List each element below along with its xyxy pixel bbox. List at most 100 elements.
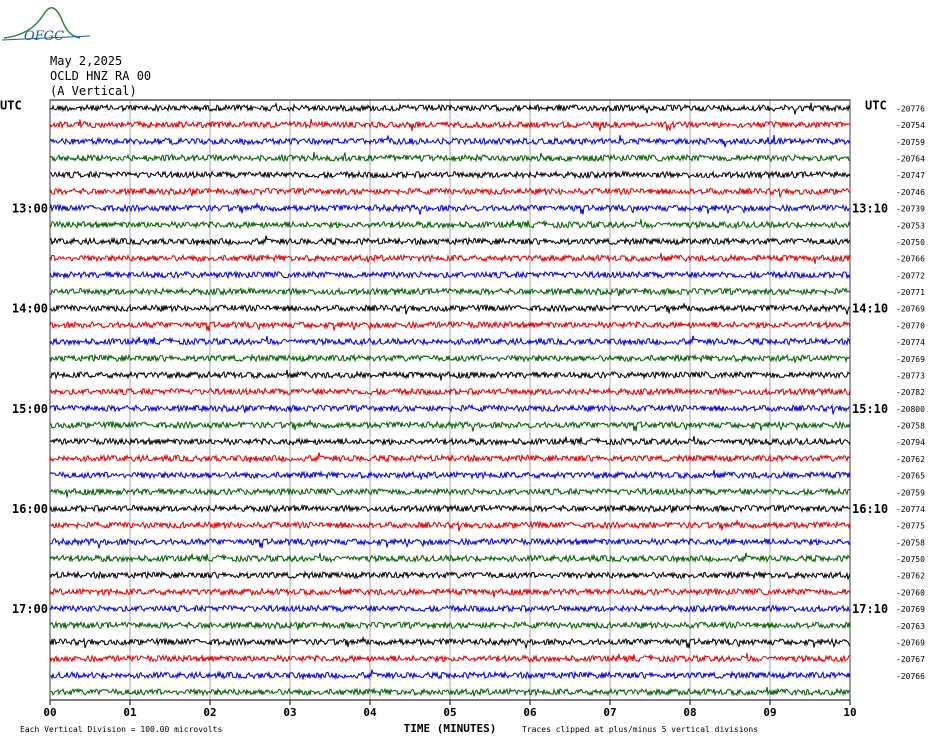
- row-offset-label: -20782: [896, 388, 925, 397]
- left-time-label: 16:00: [12, 502, 48, 516]
- trace: [49, 118, 851, 132]
- x-tick-label: 05: [443, 706, 456, 719]
- trace: [49, 570, 851, 581]
- row-offset-label: -20739: [896, 205, 925, 214]
- right-time-label: 13:10: [852, 202, 888, 216]
- row-offset-label: -20766: [896, 672, 925, 681]
- trace: [49, 586, 851, 598]
- right-time-label: 14:10: [852, 302, 888, 316]
- trace: [49, 537, 851, 549]
- right-time-label: 17:10: [852, 602, 888, 616]
- row-offset-label: -20769: [896, 355, 925, 364]
- trace: [49, 169, 851, 180]
- trace: [49, 302, 851, 315]
- row-offset-label: -20773: [896, 371, 925, 380]
- trace: [49, 186, 851, 198]
- row-offset-label: -20754: [896, 121, 925, 130]
- left-time-label: 13:00: [12, 202, 48, 216]
- row-offset-label: -20800: [896, 405, 925, 414]
- trace: [49, 219, 851, 230]
- row-offset-label: -20776: [896, 105, 925, 114]
- trace: [49, 353, 851, 364]
- trace: [49, 503, 851, 514]
- trace: [49, 635, 851, 649]
- trace: [49, 603, 851, 614]
- logo-curve: [3, 7, 81, 39]
- row-offset-label: -20769: [896, 605, 925, 614]
- row-offset-label: -20769: [896, 305, 925, 314]
- trace: [49, 335, 851, 347]
- trace: [49, 134, 851, 148]
- left-time-label: UTC: [0, 99, 22, 113]
- row-offset-label: -20772: [896, 271, 925, 280]
- trace: [49, 652, 850, 664]
- left-time-label: 17:00: [12, 602, 48, 616]
- right-time-label: UTC: [865, 99, 887, 113]
- row-offset-label: -20759: [896, 488, 925, 497]
- left-time-label: 15:00: [12, 402, 48, 416]
- trace: [49, 286, 851, 297]
- row-offset-label: -20759: [896, 138, 925, 147]
- row-offset-label: -20760: [896, 588, 925, 597]
- x-tick-label: 02: [203, 706, 216, 719]
- component: (A Vertical): [50, 84, 137, 98]
- clip-note: Traces clipped at plus/minus 5 vertical …: [522, 725, 758, 734]
- trace: [50, 669, 851, 681]
- trace: [49, 487, 851, 498]
- right-time-label: 16:10: [852, 502, 888, 516]
- trace: [49, 235, 851, 247]
- row-offset-label: -20769: [896, 638, 925, 647]
- row-offset-label: -20794: [896, 438, 925, 447]
- row-offset-label: -20762: [896, 455, 925, 464]
- logo-text: OFGC: [24, 29, 64, 44]
- trace: [49, 270, 851, 280]
- row-offset-label: -20771: [896, 288, 925, 297]
- x-tick-label: 00: [43, 706, 56, 719]
- x-tick-label: 10: [843, 706, 856, 719]
- row-offset-label: -20766: [896, 255, 925, 264]
- trace: [49, 620, 851, 631]
- row-offset-label: -20774: [896, 338, 925, 347]
- trace: [49, 386, 851, 397]
- scale-note: Each Vertical Division = 100.00 microvol…: [20, 725, 222, 734]
- trace: [49, 201, 851, 215]
- trace: [49, 369, 851, 381]
- trace: [49, 403, 851, 415]
- station: OCLD HNZ RA 00: [50, 69, 151, 83]
- row-offset-label: -20775: [896, 522, 925, 531]
- row-offset-label: -20764: [896, 155, 925, 164]
- trace: [49, 151, 851, 163]
- row-offset-label: -20758: [896, 422, 925, 431]
- x-tick-label: 06: [523, 706, 537, 719]
- trace: [49, 436, 851, 447]
- trace: [49, 552, 851, 564]
- trace: [50, 686, 851, 697]
- trace: [49, 452, 851, 464]
- row-offset-label: -20774: [896, 505, 925, 514]
- row-offset-label: -20747: [896, 171, 925, 180]
- trace: [49, 320, 851, 332]
- row-offset-label: -20750: [896, 238, 925, 247]
- x-axis-title: TIME (MINUTES): [404, 722, 497, 735]
- trace: [49, 469, 851, 481]
- row-offset-label: -20763: [896, 622, 925, 631]
- x-tick-label: 04: [363, 706, 377, 719]
- row-offset-label: -20753: [896, 221, 925, 230]
- right-time-label: 15:10: [852, 402, 888, 416]
- left-time-label: 14:00: [12, 302, 48, 316]
- row-offset-label: -20767: [896, 655, 925, 664]
- row-offset-label: -20765: [896, 472, 925, 481]
- trace: [49, 418, 851, 432]
- x-tick-label: 01: [123, 706, 137, 719]
- trace: [49, 518, 851, 532]
- row-offset-label: -20746: [896, 188, 925, 197]
- x-tick-label: 07: [603, 706, 616, 719]
- date: May 2,2025: [50, 54, 122, 68]
- x-tick-label: 09: [763, 706, 776, 719]
- row-offset-label: -20762: [896, 572, 925, 581]
- logo-line: [1, 35, 91, 41]
- row-offset-label: -20770: [896, 321, 925, 330]
- x-tick-label: 08: [683, 706, 696, 719]
- row-offset-label: -20758: [896, 538, 925, 547]
